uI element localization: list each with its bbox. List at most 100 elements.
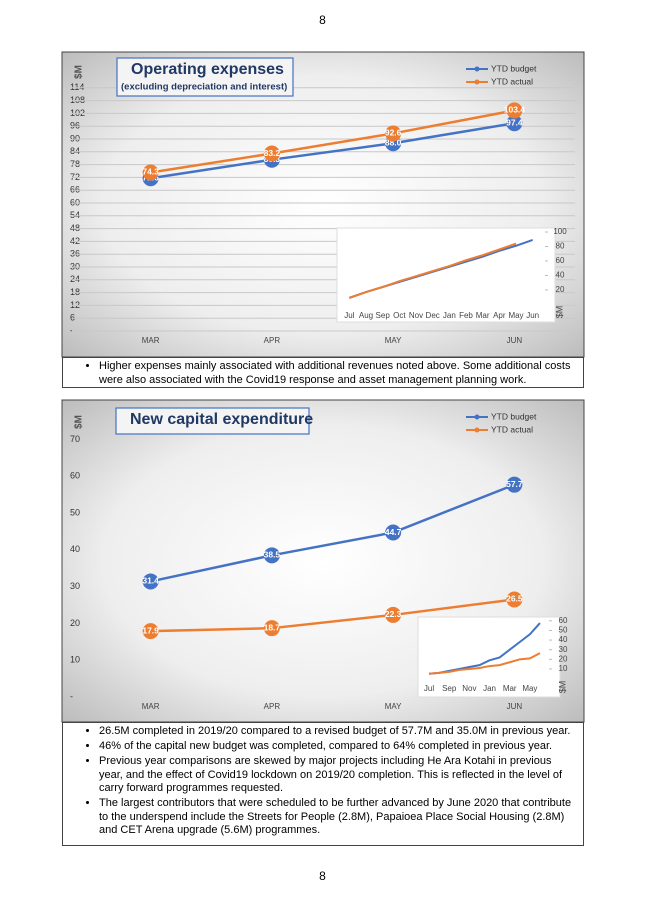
y-tick-label: 40 [70,544,80,554]
y-tick-label: 36 [70,249,80,259]
notes-box: Higher expenses mainly associated with a… [62,357,584,388]
chart-subtitle: (excluding depreciation and interest) [121,82,287,93]
point-marker [506,591,523,608]
point-marker [142,573,159,590]
x-tick-label: Feb [459,311,473,320]
y-tick-label: 10 [559,664,568,673]
point-marker [385,606,402,623]
data-label: 88.0 [385,138,402,148]
y-tick-label: - [70,691,73,701]
y-tick-label: 60 [556,256,565,265]
data-label: 22.3 [385,609,402,619]
note-item: Higher expenses mainly associated with a… [99,360,575,387]
legend-label: YTD actual [491,424,533,434]
data-label: 57.7 [506,479,523,489]
y-tick-label: 50 [70,507,80,517]
inset-y-label: $M [554,306,564,319]
y-tick-label: 48 [70,223,80,233]
data-label: 44.7 [385,527,402,537]
x-tick-label: MAY [385,336,402,345]
x-tick-label: Sep [442,684,457,693]
data-label: 38.5 [264,550,281,560]
point-marker [506,102,523,119]
x-tick-label: Aug [359,311,373,320]
series-line [428,652,541,675]
x-tick-label: MAR [142,702,160,711]
series-line [349,242,517,299]
y-tick-label: 54 [70,210,80,220]
chart-title: Operating expenses [131,61,284,78]
x-tick-label: APR [264,702,281,711]
data-label: 26.5 [506,594,523,604]
x-tick-label: MAY [385,702,402,711]
data-label: 103.4 [504,105,526,115]
x-tick-label: May [522,684,537,693]
y-axis-label: $M [74,415,85,429]
x-tick-label: Oct [393,311,406,320]
notes-box: 26.5M completed in 2019/20 compared to a… [62,722,584,846]
y-tick-label: 30 [70,581,80,591]
x-tick-label: Mar [476,311,490,320]
note-item: 46% of the capital new budget was comple… [99,740,575,754]
y-tick-label: 60 [559,616,568,625]
y-tick-label: 114 [70,82,84,92]
point-marker [263,547,280,564]
x-tick-label: APR [264,336,281,345]
x-tick-label: Jun [526,311,539,320]
data-label: 18.7 [264,622,281,632]
point-marker [506,476,523,493]
y-tick-label: 80 [556,242,565,251]
x-tick-label: JUN [507,702,523,711]
point-marker [263,620,280,637]
x-tick-label: Nov [462,684,476,693]
x-tick-label: Jul [424,684,434,693]
chart-title: New capital expenditure [130,411,313,428]
data-label: 92.6 [385,128,402,138]
y-tick-label: 60 [70,471,80,481]
point-marker [142,164,159,181]
point-marker [506,115,523,132]
point-marker [385,524,402,541]
y-tick-label: 6 [70,313,75,323]
inset-y-label: $M [557,681,567,694]
y-tick-label: 60 [70,197,80,207]
y-tick-label: 30 [559,645,568,654]
series-line [150,109,515,174]
y-tick-label: 50 [559,626,568,635]
data-label: 17.9 [142,625,159,635]
data-label: 74.3 [142,167,159,177]
series-line [150,121,515,180]
x-tick-label: Jul [344,311,354,320]
y-tick-label: 20 [70,618,80,628]
y-tick-label: 40 [559,635,568,644]
data-label: 83.2 [264,148,281,158]
series-line [150,483,515,583]
y-axis-label: $M [74,65,85,79]
y-tick-label: 78 [70,159,80,169]
y-tick-label: 10 [70,655,80,665]
point-marker [385,125,402,142]
y-tick-label: 20 [556,285,565,294]
title-box [116,57,294,97]
y-tick-label: 12 [70,300,80,310]
series-line [150,598,515,633]
x-tick-label: Nov [409,311,423,320]
data-label: 31.4 [142,576,159,586]
data-label: 97.4 [506,117,523,127]
point-marker [142,623,159,640]
x-tick-label: JUN [507,336,523,345]
y-tick-label: 72 [70,172,80,182]
x-tick-label: Mar [503,684,517,693]
legend-swatch [474,79,480,85]
x-tick-label: MAR [142,336,160,345]
y-tick-label: 42 [70,236,80,246]
y-tick-label: 108 [70,95,85,105]
x-tick-label: May [508,311,523,320]
legend-label: YTD actual [491,76,533,86]
x-tick-label: Sep [376,311,391,320]
legend-swatch [474,427,480,433]
x-tick-label: Jan [443,311,456,320]
title-box [115,407,310,435]
